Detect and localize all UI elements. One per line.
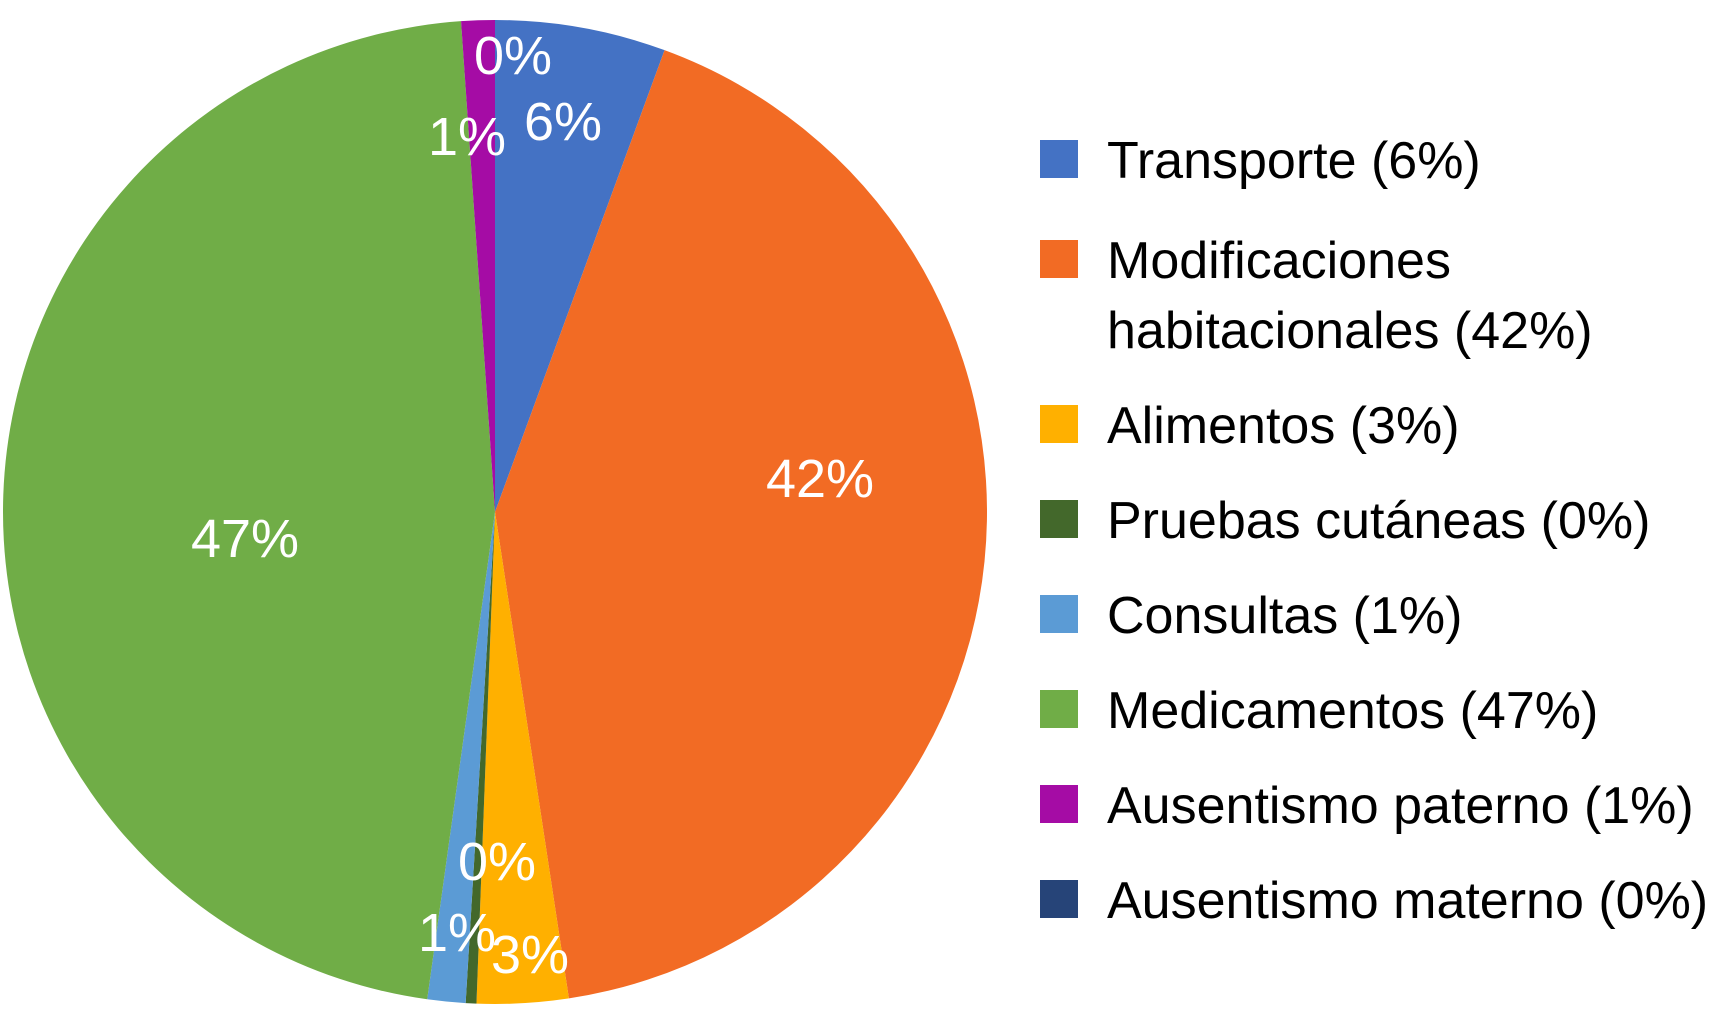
legend-swatch-7 xyxy=(1040,880,1078,918)
pie-slice-2 xyxy=(476,512,569,1004)
legend-swatch-3 xyxy=(1040,500,1078,538)
pie-slice-0 xyxy=(495,20,665,512)
pie-slice-5 xyxy=(3,21,495,1000)
slice-label-3: 0% xyxy=(458,832,536,892)
slice-label-6: 1% xyxy=(428,107,506,167)
legend-label-1-line-0: Modificaciones xyxy=(1107,232,1451,290)
legend-label-6: Ausentismo paterno (1%) xyxy=(1107,777,1694,835)
legend-label-3: Pruebas cutáneas (0%) xyxy=(1107,492,1650,550)
legend-swatch-1 xyxy=(1040,240,1078,278)
slice-label-1: 42% xyxy=(766,449,874,509)
legend-label-1-line-1: habitacionales (42%) xyxy=(1107,302,1593,360)
slice-label-4: 1% xyxy=(418,903,496,963)
legend-swatch-6 xyxy=(1040,785,1078,823)
legend-swatch-0 xyxy=(1040,140,1078,178)
pie-slice-3 xyxy=(465,512,495,1004)
legend-label-5: Medicamentos (47%) xyxy=(1107,682,1598,740)
pie-slice-4 xyxy=(427,512,495,1004)
slice-label-2: 3% xyxy=(491,925,569,985)
slice-label-5: 47% xyxy=(191,509,299,569)
legend-label-0: Transporte (6%) xyxy=(1107,132,1481,190)
legend-swatch-5 xyxy=(1040,690,1078,728)
pie-slice-1 xyxy=(495,50,987,999)
legend-swatch-4 xyxy=(1040,595,1078,633)
pie-slices xyxy=(3,20,987,1004)
pie-data-labels: 6% 42% 3% 0% 1% 47% 1% 0% xyxy=(191,26,874,985)
legend: Transporte (6%) Modificaciones habitaciona… xyxy=(1040,132,1708,930)
legend-label-2: Alimentos (3%) xyxy=(1107,397,1460,455)
slice-label-0: 6% xyxy=(524,92,602,152)
pie-slice-6 xyxy=(461,20,495,512)
legend-label-7: Ausentismo materno (0%) xyxy=(1107,872,1708,930)
legend-swatch-2 xyxy=(1040,405,1078,443)
slice-label-7: 0% xyxy=(474,26,552,86)
legend-label-4: Consultas (1%) xyxy=(1107,587,1462,645)
